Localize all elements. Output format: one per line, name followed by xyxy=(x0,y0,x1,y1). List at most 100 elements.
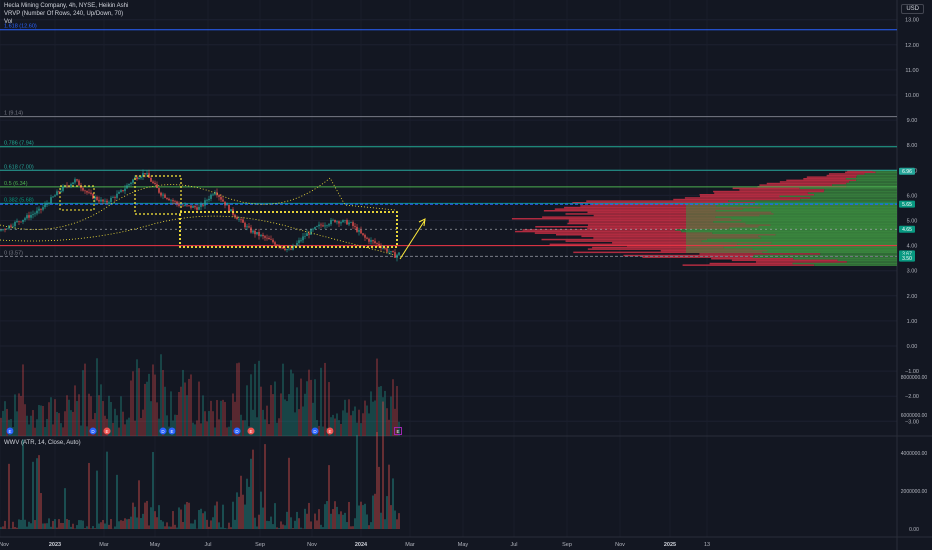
time-axis[interactable]: Nov 2023 Mar May Jul Sep Nov 2024 Mar May Jul Sep No… xyxy=(0,536,932,548)
volume-bar xyxy=(188,378,190,436)
volume-bar xyxy=(36,419,38,436)
profile-row-down xyxy=(587,227,730,230)
candle-body xyxy=(264,236,266,238)
time-tick: 13 xyxy=(704,542,710,548)
wwv-bar xyxy=(368,525,370,529)
vrvp-legend[interactable]: VRVP (Number Of Rows, 240, Up/Down, 70) xyxy=(4,11,124,17)
volume-bar xyxy=(358,409,360,436)
symbol-legend[interactable]: Hecla Mining Company, 4h, NYSE, Heikin A… xyxy=(4,3,129,9)
volume-bar xyxy=(370,391,372,436)
wwv-bar xyxy=(114,526,116,529)
volume-bar xyxy=(0,417,2,436)
price-tick: 1.00 xyxy=(907,319,918,325)
volume-bar xyxy=(34,427,36,436)
profile-row-down xyxy=(755,261,847,263)
volume-bars xyxy=(0,354,400,436)
vol-legend[interactable]: Vol xyxy=(4,19,13,25)
currency-badge[interactable]: USD xyxy=(901,4,924,14)
time-tick: May xyxy=(150,542,161,548)
volume-bar xyxy=(144,383,146,436)
wwv-bar xyxy=(224,528,226,529)
candle-body xyxy=(224,201,226,206)
wwv-bar xyxy=(346,522,348,529)
profile-row-up xyxy=(823,190,897,193)
volume-bar xyxy=(260,386,262,436)
event-marker-text: E xyxy=(105,429,108,434)
profile-row-up xyxy=(792,262,897,265)
candle-body xyxy=(336,221,338,223)
wwv-bar xyxy=(34,520,36,529)
wwv-bar xyxy=(216,501,218,529)
price-axis[interactable]: 13.0012.0011.0010.009.008.007.006.005.00… xyxy=(899,18,919,426)
wwv-bar xyxy=(54,519,56,529)
price-tick: −2.00 xyxy=(905,394,919,400)
candle-body xyxy=(200,204,202,207)
wwv-bar xyxy=(306,513,308,529)
wwv-legend[interactable]: WWV (ATR, 14, Close, Auto) xyxy=(4,440,81,446)
wwv-bar xyxy=(128,518,130,529)
candle-body xyxy=(158,188,160,193)
candle-body xyxy=(54,195,56,197)
candle-body xyxy=(70,184,72,187)
drawing-annotations[interactable] xyxy=(0,175,426,260)
candle-body xyxy=(330,220,332,225)
candle-body xyxy=(328,224,330,226)
candle-body xyxy=(182,205,184,207)
profile-row-up xyxy=(875,171,897,174)
event-marker xyxy=(394,427,402,435)
wwv-bar xyxy=(10,528,12,529)
wwv-bar xyxy=(78,520,80,529)
event-marker xyxy=(233,427,241,435)
wwv-bar xyxy=(58,519,60,529)
candle-body xyxy=(374,241,376,244)
volume-bar xyxy=(182,369,184,436)
profile-row-down xyxy=(556,234,776,236)
wwv-bar xyxy=(192,523,194,529)
candle-body xyxy=(36,210,38,214)
candle-body xyxy=(376,243,378,244)
volume-bar xyxy=(208,411,210,436)
wwv-bar xyxy=(160,520,162,529)
wwv-bar xyxy=(146,500,148,529)
wwv-bar xyxy=(142,513,144,529)
volume-bar xyxy=(126,419,128,436)
candle-body xyxy=(290,248,292,250)
profile-row-down xyxy=(554,208,743,210)
profile-row-down xyxy=(543,210,716,212)
volume-bar xyxy=(224,401,226,436)
wwv-bar xyxy=(362,505,364,529)
wwv-bar xyxy=(344,512,346,529)
wwv-bar xyxy=(388,464,390,529)
indicator-axis[interactable]: 8000000.00 6000000.00 4000000.00 2000000.00… xyxy=(901,375,928,533)
value-area xyxy=(686,204,897,253)
candle-body xyxy=(272,239,274,243)
fib-label: 1 (9.14) xyxy=(4,111,23,117)
wwv-bar xyxy=(4,520,6,529)
candle-body xyxy=(316,226,318,227)
candle-body xyxy=(4,229,6,230)
candle-body xyxy=(358,230,360,232)
candle-body xyxy=(6,228,8,230)
candle-body xyxy=(48,203,50,205)
volume-bar xyxy=(180,386,182,436)
profile-row-down xyxy=(541,238,708,241)
indicator-tick: 6000000.00 xyxy=(901,413,928,419)
candle-body xyxy=(98,199,100,202)
volume-bar xyxy=(390,396,392,436)
volume-bar xyxy=(30,415,32,436)
candle-body xyxy=(22,219,24,222)
profile-row-down xyxy=(535,226,759,228)
wwv-bar xyxy=(102,519,104,529)
candle-body xyxy=(386,248,388,252)
volume-bar xyxy=(364,400,366,436)
volume-bar xyxy=(190,374,192,436)
candle-body xyxy=(390,251,392,252)
wwv-bar xyxy=(162,521,164,529)
volume-bar xyxy=(250,374,252,436)
profile-row-up xyxy=(864,173,897,175)
event-marker-text: E xyxy=(8,429,11,434)
volume-bar xyxy=(58,413,60,436)
candle-body xyxy=(346,220,348,225)
